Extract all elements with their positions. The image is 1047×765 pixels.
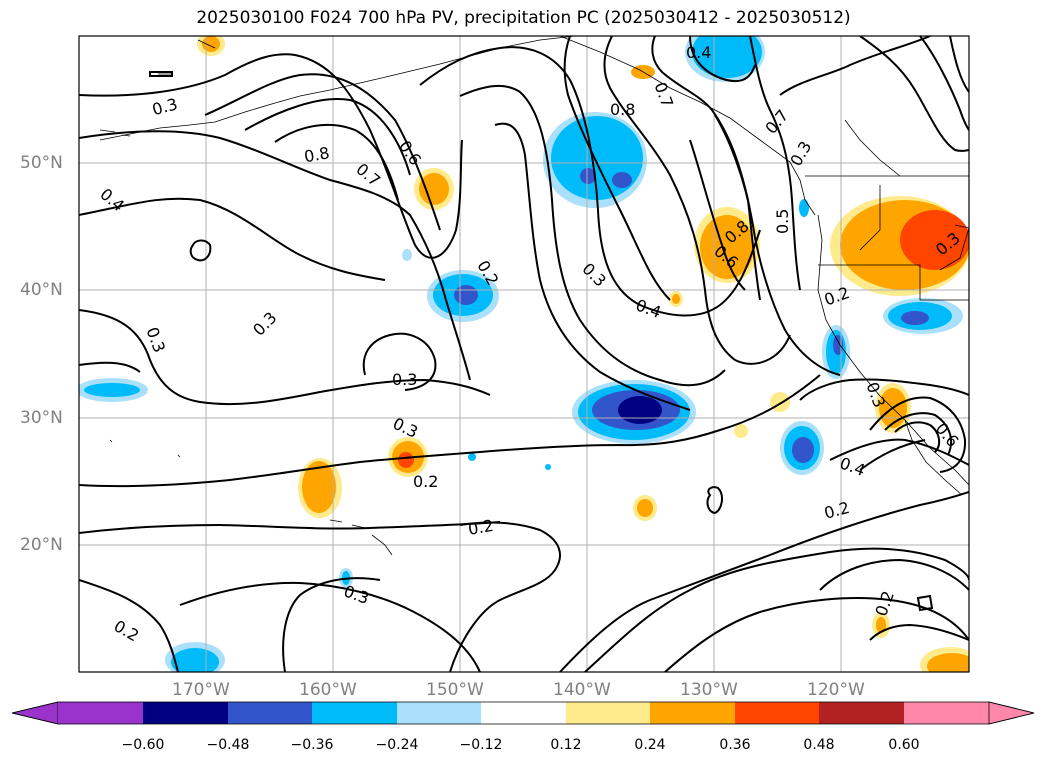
contour-label: 0.8 [610, 100, 635, 119]
lat-label-40n: 40°N [20, 280, 63, 300]
contour-label: 0.8 [303, 143, 331, 166]
lon-label-130w: 130°W [680, 680, 738, 700]
colorbar [11, 701, 1035, 725]
colorbar-tick: 0.48 [803, 737, 835, 753]
lon-label-140w: 140°W [553, 680, 611, 700]
precip-negative-shading [79, 36, 963, 672]
lon-label-150w: 150°W [426, 680, 484, 700]
contour-label: 0.5 [773, 209, 792, 234]
lat-label-20n: 20°N [20, 535, 63, 555]
lat-label-50n: 50°N [20, 153, 63, 173]
graticule [79, 36, 969, 672]
lat-label-30n: 30°N [20, 408, 63, 428]
lon-label-120w: 120°W [807, 680, 865, 700]
colorbar-tick: −0.36 [290, 737, 334, 753]
colorbar-tick: 0.36 [719, 737, 751, 753]
coastlines [99, 36, 969, 556]
colorbar-tick: −0.48 [206, 737, 250, 753]
colorbar-tick: −0.12 [459, 737, 503, 753]
contour-label: 0.2 [467, 516, 495, 539]
colorbar-tick: 0.60 [888, 737, 920, 753]
contour-label: 0.3 [392, 370, 417, 389]
colorbar-tick: −0.24 [375, 737, 419, 753]
contour-label: 0.2 [413, 472, 438, 491]
map-title: 2025030100 F024 700 hPa PV, precipitatio… [196, 8, 851, 28]
colorbar-tick: −0.60 [121, 737, 165, 753]
colorbar-tick: 0.12 [550, 737, 582, 753]
lon-label-160w: 160°W [299, 680, 357, 700]
colorbar-tick: 0.24 [634, 737, 666, 753]
pv-contours [79, 36, 969, 672]
contour-label: 0.4 [686, 43, 711, 62]
lon-label-170w: 170°W [172, 680, 230, 700]
